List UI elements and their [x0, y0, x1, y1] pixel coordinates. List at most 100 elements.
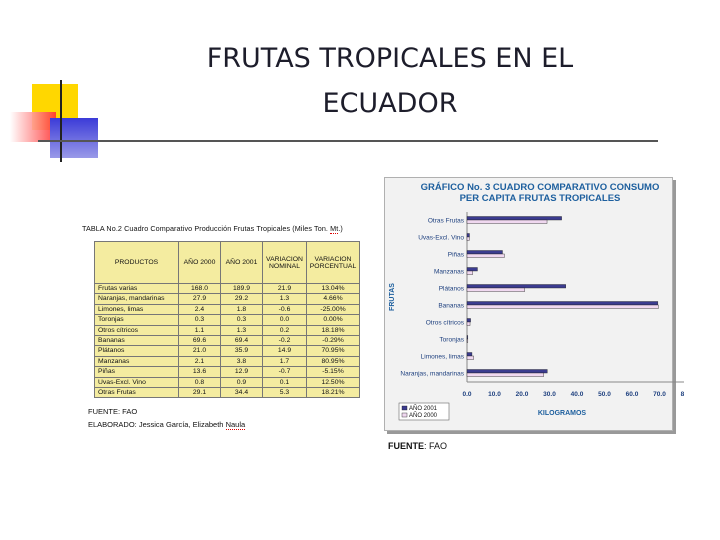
- table-row: Frutas varias 168.0 189.9 21.9 13.04%: [94, 282, 360, 295]
- x-axis-title: KILOGRAMOS: [538, 410, 587, 417]
- cell-ano-2001: 0.9: [220, 376, 263, 389]
- bar-2000: [466, 253, 505, 258]
- cell-producto: Manzanas: [94, 355, 179, 368]
- table-row: Toronjas 0.3 0.3 0.0 0.00%: [94, 314, 360, 326]
- bar-2000: [466, 236, 470, 241]
- bar-2000: [466, 321, 471, 326]
- table-caption: TABLA No.2 Cuadro Comparativo Producción…: [82, 224, 343, 234]
- slide-title-line-1: FRUTAS TROPICALES EN EL: [206, 43, 574, 74]
- cell-ano-2000: 2.4: [178, 303, 221, 316]
- cell-producto: Limones, limas: [94, 303, 179, 316]
- table-row: Manzanas 2.1 3.8 1.7 80.95%: [94, 355, 360, 368]
- category-label: Naranjas, mandarinas: [400, 371, 464, 378]
- cell-ano-2000: 0.3: [178, 314, 221, 326]
- cell-ano-2001: 69.4: [220, 335, 263, 347]
- x-tick-label: 10.0: [488, 391, 501, 398]
- bar-2000: [466, 287, 525, 292]
- slide-title: FRUTAS TROPICALES EN EL ECUADOR: [150, 36, 630, 126]
- bar-2001: [466, 352, 473, 357]
- cell-producto: Uvas-Excl. Vino: [94, 376, 179, 389]
- category-label: Plátanos: [439, 286, 465, 293]
- x-tick-label: 80.0: [681, 391, 684, 398]
- cell-variacion-nominal: -0.2: [262, 335, 307, 347]
- cell-ano-2001: 35.9: [220, 345, 263, 357]
- elaborado-name: Naula: [225, 420, 246, 430]
- cell-variacion-nominal: 1.3: [262, 293, 307, 305]
- category-label: Otros cítricos: [426, 320, 465, 327]
- cell-variacion-nominal: 0.2: [262, 324, 307, 337]
- bar-2001: [466, 267, 478, 272]
- logo-vertical-line: [60, 80, 62, 162]
- cell-variacion-porcentual: 18.21%: [306, 387, 360, 399]
- cell-producto: Frutas varias: [94, 282, 179, 295]
- bar-2001: [466, 335, 469, 340]
- cell-ano-2001: 34.4: [220, 387, 263, 399]
- cell-producto: Naranjas, mandarinas: [94, 293, 179, 305]
- header-ano-2001: AÑO 2001: [220, 241, 263, 284]
- logo-blue-square: [50, 118, 98, 158]
- cell-ano-2000: 2.1: [178, 355, 221, 368]
- cell-variacion-porcentual: -0.29%: [306, 335, 360, 347]
- bar-2001: [466, 301, 659, 306]
- cell-variacion-porcentual: 70.95%: [306, 345, 360, 357]
- cell-ano-2000: 13.6: [178, 366, 221, 378]
- table-row: Otros cítricos 1.1 1.3 0.2 18.18%: [94, 324, 360, 337]
- category-label: Otras Frutas: [428, 218, 465, 225]
- x-tick-label: 60.0: [626, 391, 639, 398]
- table-caption-unit: Mt: [330, 224, 339, 234]
- cell-variacion-porcentual: 12.50%: [306, 376, 360, 389]
- cell-ano-2001: 3.8: [220, 355, 263, 368]
- cell-variacion-porcentual: -25.00%: [306, 303, 360, 316]
- cell-ano-2001: 189.9: [220, 282, 263, 295]
- chart-title: GRÁFICO No. 3 CUADRO COMPARATIVO CONSUMO…: [420, 182, 660, 204]
- bar-2000: [466, 355, 474, 360]
- header-ano-2000: AÑO 2000: [178, 241, 221, 284]
- bar-2001: [466, 284, 566, 289]
- cell-variacion-nominal: -0.6: [262, 303, 307, 316]
- header-variacion-nominal: VARIACION NOMINAL: [262, 241, 307, 284]
- cell-producto: Otros cítricos: [94, 324, 179, 337]
- y-axis-title: FRUTAS: [389, 283, 396, 311]
- cell-variacion-porcentual: 4.66%: [306, 293, 360, 305]
- bar-2000: [466, 304, 659, 309]
- cell-ano-2001: 12.9: [220, 366, 263, 378]
- category-label: Bananas: [438, 303, 464, 310]
- title-underline: [38, 140, 658, 142]
- table-source: FUENTE: FAO: [88, 407, 138, 416]
- table-caption-text: TABLA No.2 Cuadro Comparativo Producción…: [82, 224, 331, 233]
- cell-variacion-porcentual: -5.15%: [306, 366, 360, 378]
- category-label: Uvas-Excl. Vino: [418, 235, 464, 242]
- category-label: Toronjas: [439, 337, 464, 344]
- table-row: Piñas 13.6 12.9 -0.7 -5.15%: [94, 366, 360, 378]
- per-capita-consumption-chart: 0.0 10.0 20.0 30.0 40.0 50.0 60.0 70.0 80.0 Otras…: [389, 212, 684, 421]
- bar-2000: [466, 338, 469, 343]
- table-row: Naranjas, mandarinas 27.9 29.2 1.3 4.66%: [94, 293, 360, 305]
- cell-variacion-nominal: 21.9: [262, 282, 307, 295]
- bar-2000: [466, 270, 473, 275]
- legend-label-2001: AÑO 2001: [409, 405, 438, 412]
- bar-2001: [466, 318, 471, 323]
- cell-producto: Toronjas: [94, 314, 179, 326]
- production-table: PRODUCTOS AÑO 2000 AÑO 2001 VARIACION NO…: [94, 241, 360, 399]
- cell-ano-2000: 21.0: [178, 345, 221, 357]
- legend-box: [398, 402, 450, 421]
- cell-variacion-porcentual: 80.95%: [306, 355, 360, 368]
- category-label: Manzanas: [434, 269, 465, 276]
- table-caption-end: .): [338, 224, 343, 233]
- cell-variacion-porcentual: 0.00%: [306, 314, 360, 326]
- x-tick-label: 30.0: [543, 391, 556, 398]
- legend-swatch-2001: [401, 405, 408, 411]
- cell-variacion-nominal: -0.7: [262, 366, 307, 378]
- table-row: Limones, limas 2.4 1.8 -0.6 -25.00%: [94, 303, 360, 316]
- bar-2000: [466, 372, 544, 377]
- cell-producto: Bananas: [94, 335, 179, 347]
- cell-ano-2000: 29.1: [178, 387, 221, 399]
- chart-source: FUENTE: FAO: [388, 441, 447, 451]
- cell-ano-2001: 0.3: [220, 314, 263, 326]
- cell-ano-2000: 168.0: [178, 282, 221, 295]
- cell-ano-2000: 27.9: [178, 293, 221, 305]
- bar-2001: [466, 369, 548, 374]
- cell-ano-2000: 0.8: [178, 376, 221, 389]
- cell-ano-2001: 1.3: [220, 324, 263, 337]
- x-tick-label: 20.0: [516, 391, 529, 398]
